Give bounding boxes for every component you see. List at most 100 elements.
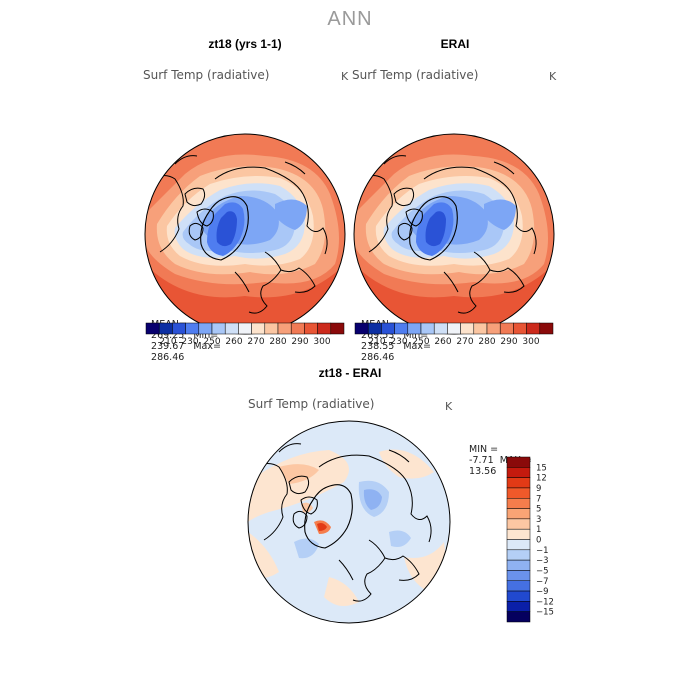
- colorbar-swatch: [506, 601, 531, 612]
- colorbar-tick-label: 230: [390, 337, 407, 347]
- colorbar-tick-label: −12: [536, 597, 554, 607]
- colorbar-swatch: [407, 322, 422, 335]
- colorbar-tick-label: −15: [536, 608, 554, 618]
- colorbar-tick-label: 210: [368, 337, 385, 347]
- colorbar-tick-label: −3: [536, 556, 549, 566]
- colorbar-swatch: [433, 322, 448, 335]
- colorbar-swatch: [506, 487, 531, 499]
- colorbar-swatch: [238, 322, 252, 335]
- colorbar-swatch: [185, 322, 200, 335]
- colorbar-tick-label: 0: [536, 536, 541, 546]
- min-value: -7.71: [469, 455, 494, 466]
- panel-variable-obs: Surf Temp (radiative): [352, 68, 479, 82]
- colorbar-swatch: [506, 559, 531, 571]
- mean-value: 269.53: [361, 330, 395, 341]
- max-value: 286.46: [151, 352, 185, 363]
- panel-units-model: K: [341, 70, 349, 83]
- panel-variable-model: Surf Temp (radiative): [143, 68, 270, 82]
- colorbar-swatch: [381, 322, 395, 335]
- colorbar-swatch: [506, 518, 531, 530]
- map-obs: [353, 133, 555, 335]
- colorbar-tick-label: 3: [536, 515, 541, 525]
- colorbar-tick-label: 250: [203, 337, 220, 347]
- colorbar-tick-label: 1: [536, 525, 541, 535]
- colorbar-tick-label: 12: [536, 474, 547, 484]
- colorbar-swatch: [211, 322, 226, 335]
- colorbar-tick-label: 270: [247, 337, 264, 347]
- max-label: Max=: [403, 341, 431, 352]
- colorbar-tick-label: 290: [500, 337, 517, 347]
- colorbar-swatch: [506, 508, 531, 520]
- colorbar-swatch: [499, 322, 514, 335]
- colorbar-swatch: [539, 322, 554, 335]
- max-value: 286.46: [361, 352, 395, 363]
- colorbar-swatch: [420, 322, 435, 335]
- min-value: 238.55: [361, 341, 395, 352]
- colorbar-swatch: [367, 322, 382, 335]
- colorbar-swatch: [172, 322, 186, 335]
- max-value: 13.56: [469, 466, 497, 477]
- colorbar-swatch: [251, 322, 266, 335]
- colorbar-tick-label: 300: [522, 337, 539, 347]
- panel-units-diff: K: [445, 400, 453, 413]
- colorbar-swatch: [506, 611, 531, 623]
- panel-units-obs: K: [549, 70, 557, 83]
- colorbar-swatch: [506, 456, 531, 468]
- colorbar-tick-label: −5: [536, 566, 549, 576]
- max-label: Max=: [193, 341, 221, 352]
- colorbar-swatch: [277, 322, 292, 335]
- colorbar-tick-label: 7: [536, 494, 541, 504]
- colorbar-tick-label: 260: [434, 337, 451, 347]
- colorbar-swatch: [290, 322, 305, 335]
- colorbar-swatch: [506, 570, 531, 581]
- colorbar-swatch: [264, 322, 279, 335]
- colorbar-swatch: [354, 322, 369, 335]
- colorbar-swatch: [513, 322, 527, 335]
- colorbar-swatch: [304, 322, 318, 335]
- colorbar-tick-label: 210: [159, 337, 176, 347]
- panel-variable-diff: Surf Temp (radiative): [248, 397, 375, 411]
- colorbar-swatch: [473, 322, 488, 335]
- colorbar-swatch: [506, 549, 531, 561]
- colorbar-swatch: [447, 322, 461, 335]
- colorbar-tick-label: 250: [412, 337, 429, 347]
- colorbar-swatch: [506, 528, 531, 540]
- colorbar-tick-label: 300: [313, 337, 330, 347]
- colorbar-tick-label: −9: [536, 587, 549, 597]
- min-label: Min=: [193, 330, 219, 341]
- colorbar-tick-label: −7: [536, 577, 549, 587]
- colorbar-swatch: [224, 322, 239, 335]
- map-model: [144, 133, 346, 335]
- map-diff: [247, 420, 451, 624]
- colorbar-swatch: [506, 580, 531, 592]
- colorbar-swatch: [394, 322, 409, 335]
- colorbar-tick-label: 260: [225, 337, 242, 347]
- colorbar-tick-label: 230: [181, 337, 198, 347]
- colorbar-obs: 210 230 250 260 270 280 290 300: [354, 322, 554, 347]
- min-value: 239.67: [151, 341, 185, 352]
- min-label: Min=: [403, 330, 429, 341]
- colorbar-tick-label: 9: [536, 484, 541, 494]
- colorbar-swatch: [506, 498, 531, 509]
- mean-value: 269.25: [151, 330, 185, 341]
- colorbar-tick-label: −1: [536, 546, 549, 556]
- colorbar-swatch: [158, 322, 173, 335]
- colorbar-tick-label: 15: [536, 463, 547, 473]
- colorbar-swatch: [317, 322, 332, 335]
- colorbar-tick-label: 5: [536, 505, 541, 515]
- panel-title-obs: ERAI: [440, 37, 470, 51]
- colorbar-swatch: [460, 322, 475, 335]
- colorbar-swatch: [506, 477, 531, 489]
- colorbar-swatch: [330, 322, 345, 335]
- colorbar-swatch: [145, 322, 160, 335]
- colorbar-swatch: [198, 322, 213, 335]
- colorbar-swatch: [506, 590, 531, 602]
- colorbar-swatch: [506, 467, 531, 478]
- colorbar-tick-label: 280: [478, 337, 495, 347]
- panel-title-diff: zt18 - ERAI: [318, 366, 382, 380]
- colorbar-swatch: [506, 539, 531, 551]
- colorbar-tick-label: 280: [269, 337, 286, 347]
- colorbar-model: 210 230 250 260 270 280 290 300: [145, 322, 345, 347]
